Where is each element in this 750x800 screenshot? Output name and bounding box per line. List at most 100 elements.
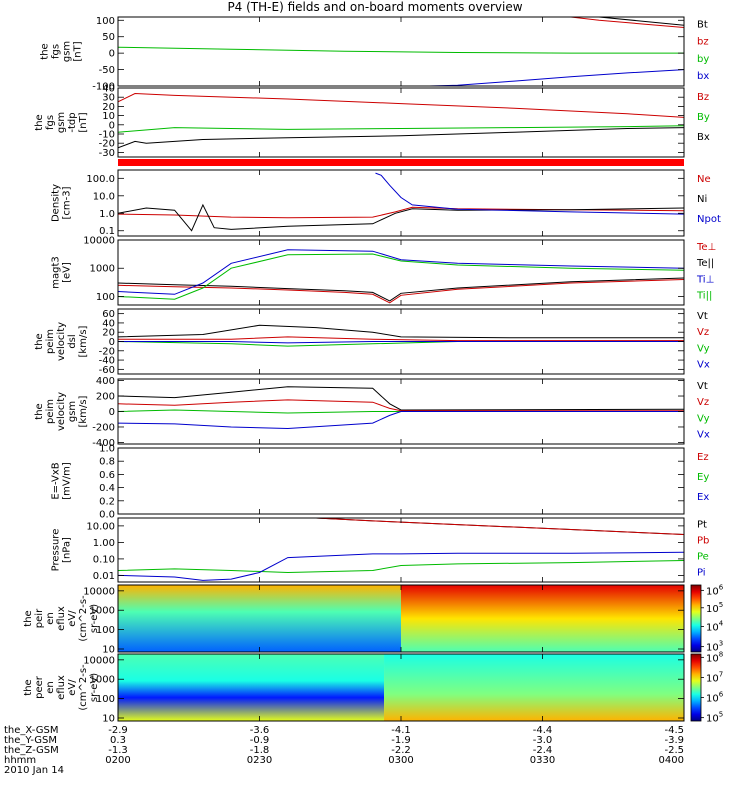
y-tick-label: 50: [102, 32, 115, 43]
y-axis-label: gsm: [62, 41, 73, 62]
series-pi-line: [118, 551, 684, 581]
y-tick-label: -10: [99, 130, 115, 141]
colorbar-tick-label: 105: [706, 601, 723, 615]
legend-vt: Vt: [697, 381, 708, 392]
legend-pe: Pe: [697, 552, 709, 563]
y-tick-label: 10: [102, 644, 115, 655]
y-axis-label: (cm^2-s-: [78, 664, 89, 711]
legend-vt: Vt: [697, 311, 708, 322]
footer-value: -2.2: [391, 745, 411, 756]
footer-value: -1.9: [391, 735, 411, 746]
y-tick-label: 20: [102, 102, 115, 113]
y-tick-label: 100: [96, 292, 115, 303]
footer-label-4: hhmm: [4, 755, 36, 766]
legend-ey: Ey: [697, 472, 709, 483]
y-axis-label: the: [34, 114, 45, 130]
y-axis-label: eV/: [67, 679, 78, 696]
panel-1: 100 50 0 -50 -100 the fgs gsm [nT] Bt bz by bx: [40, 16, 710, 93]
colorbar-tick-label: 108: [706, 650, 723, 664]
series-te-line: [118, 277, 684, 302]
panel-7: 1.0 0.8 0.6 0.4 0.2 0.0 E=-VxB [mV/m] Ez Ey Ex: [51, 444, 710, 521]
y-axis-label: the: [40, 43, 51, 59]
legend-ez: Ez: [697, 452, 709, 463]
y-axis-label: Density: [51, 184, 62, 222]
panel-4: 10000 1000 100 magt3 [eV] Te⊥ Te|| Ti⊥ Ti||: [51, 236, 716, 306]
series-bz-line: [118, 92, 684, 118]
legend-ex: Ex: [697, 492, 709, 503]
footer-label-2: the_Y-GSM: [4, 735, 57, 746]
legend-bt: Bt: [697, 19, 708, 30]
legend-vx: Vx: [697, 430, 710, 441]
footer-value: 0400: [659, 755, 684, 766]
heatmap-segment: [384, 654, 684, 721]
y-axis-label: peer: [34, 675, 45, 699]
series-vx-line: [118, 341, 684, 344]
colorbar: [690, 653, 702, 722]
y-tick-label: 10000: [83, 586, 115, 597]
legend-vy: Vy: [697, 413, 710, 424]
y-tick-label: 0.8: [99, 457, 115, 468]
footer-value: -3.6: [250, 725, 270, 736]
y-tick-label: 10.00: [86, 521, 115, 532]
y-tick-label: 100.0: [86, 174, 115, 185]
y-axis-label: [nT]: [78, 112, 89, 132]
y-axis-label: [cm-3]: [62, 186, 73, 219]
y-axis-label: the: [23, 679, 34, 695]
footer-value: -4.5: [664, 725, 684, 736]
y-tick-label: 200: [96, 392, 115, 403]
y-axis-label: velocity: [56, 322, 67, 361]
series-vz-line: [118, 399, 684, 412]
footer-label-1: the_X-GSM: [4, 725, 58, 736]
legend-by: by: [697, 54, 709, 65]
y-tick-label: 1.00: [93, 538, 115, 549]
y-axis-label: [km/s]: [78, 325, 89, 357]
legend-te: Te||: [696, 258, 714, 269]
series-by-line: [118, 46, 684, 54]
footer-value: 0200: [105, 755, 130, 766]
legend-ni: Ni: [697, 194, 707, 205]
y-tick-label: 400: [96, 376, 115, 387]
y-tick-label: 10000: [83, 655, 115, 666]
footer-date: 2010 Jan 14: [4, 765, 64, 776]
series-bz-line: [566, 17, 684, 28]
footer-value: -1.8: [250, 745, 270, 756]
y-tick-label: 0.0: [99, 510, 115, 521]
legend-by: By: [697, 112, 710, 123]
y-axis-label: gsm: [56, 112, 67, 133]
footer-value: -1.3: [108, 745, 128, 756]
legend-vz: Vz: [697, 327, 709, 338]
footer-value: -2.5: [664, 745, 684, 756]
heatmap-segment: [118, 585, 401, 652]
footer-value: -3.0: [533, 735, 553, 746]
legend-vy: Vy: [697, 343, 710, 354]
series-bt-line: [595, 17, 684, 26]
footer-value: 0.3: [110, 735, 126, 746]
legend-pi: Pi: [697, 568, 706, 579]
y-axis-label: (cm^2-s-: [78, 595, 89, 642]
footer-value: -3.9: [664, 735, 684, 746]
legend-pt: Pt: [697, 520, 707, 531]
y-tick-label: 100: [96, 694, 115, 705]
y-tick-label: -50: [99, 65, 115, 76]
colorbar: [690, 584, 702, 653]
footer-value: -2.9: [108, 725, 128, 736]
y-tick-label: -20: [99, 139, 115, 150]
series-pe-line: [118, 560, 684, 574]
legend-ti: Ti⊥: [696, 274, 714, 285]
footer-value: -4.4: [533, 725, 553, 736]
y-tick-label: 1000: [90, 264, 115, 275]
y-axis-label: [mV/m]: [62, 462, 73, 500]
y-tick-label: 1000: [90, 606, 115, 617]
legend-bz: Bz: [697, 92, 709, 103]
footer-value: 0230: [247, 755, 272, 766]
y-tick-label: 0.2: [99, 496, 115, 507]
y-axis-label: E=-VxB: [51, 462, 62, 499]
legend-pb: Pb: [697, 536, 709, 547]
series-ti-line: [118, 249, 684, 295]
y-tick-label: 1000: [90, 675, 115, 686]
colorbar-tick-label: 106: [706, 691, 724, 705]
y-axis-label: peim: [45, 399, 56, 424]
series-vt-line: [118, 324, 684, 339]
